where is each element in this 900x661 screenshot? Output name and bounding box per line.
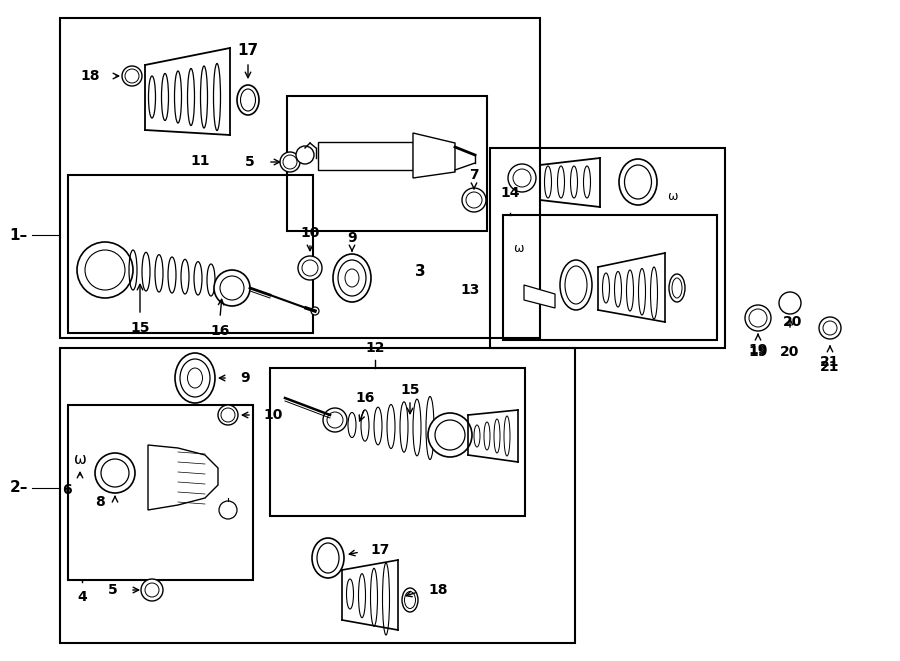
Ellipse shape — [404, 592, 416, 609]
Circle shape — [280, 152, 300, 172]
Text: 12: 12 — [365, 341, 385, 355]
Ellipse shape — [338, 260, 366, 296]
Text: 10: 10 — [263, 408, 283, 422]
Text: 9: 9 — [240, 371, 249, 385]
Circle shape — [779, 292, 801, 314]
Bar — [503, 215, 717, 340]
Circle shape — [327, 412, 343, 428]
Text: 10: 10 — [301, 226, 320, 240]
Circle shape — [302, 260, 318, 276]
Circle shape — [462, 188, 486, 212]
Ellipse shape — [560, 260, 592, 310]
Text: 17: 17 — [370, 543, 390, 557]
Text: 5: 5 — [108, 583, 118, 597]
Text: ω: ω — [667, 190, 677, 202]
Bar — [287, 96, 487, 231]
Ellipse shape — [625, 165, 652, 199]
Ellipse shape — [317, 543, 339, 573]
Ellipse shape — [180, 359, 210, 397]
Circle shape — [141, 579, 163, 601]
Circle shape — [428, 413, 472, 457]
Circle shape — [283, 155, 297, 169]
Ellipse shape — [669, 274, 685, 302]
Bar — [270, 368, 525, 516]
Circle shape — [95, 453, 135, 493]
Text: 13: 13 — [461, 283, 480, 297]
Text: 2–: 2– — [10, 481, 28, 496]
Bar — [490, 148, 725, 348]
Ellipse shape — [187, 368, 202, 388]
Circle shape — [311, 307, 319, 315]
Circle shape — [218, 405, 238, 425]
Circle shape — [220, 276, 244, 300]
Text: 20: 20 — [780, 345, 800, 359]
Text: 3: 3 — [415, 264, 426, 280]
Circle shape — [466, 192, 482, 208]
Ellipse shape — [672, 278, 682, 298]
Text: 18: 18 — [80, 69, 100, 83]
Bar — [318, 142, 413, 170]
Text: 15: 15 — [400, 383, 419, 397]
Circle shape — [125, 69, 139, 83]
Ellipse shape — [619, 159, 657, 205]
Text: 21: 21 — [820, 355, 840, 369]
Ellipse shape — [402, 588, 418, 612]
Text: 4: 4 — [77, 590, 87, 604]
Circle shape — [85, 250, 125, 290]
Text: 21: 21 — [820, 360, 840, 374]
Circle shape — [122, 66, 142, 86]
Bar — [68, 175, 313, 333]
Text: 16: 16 — [211, 324, 230, 338]
Text: 6: 6 — [62, 483, 72, 497]
Ellipse shape — [333, 254, 371, 302]
Text: 15: 15 — [130, 321, 149, 335]
Circle shape — [298, 256, 322, 280]
Circle shape — [145, 583, 159, 597]
Ellipse shape — [565, 266, 587, 304]
Ellipse shape — [240, 89, 256, 111]
Ellipse shape — [345, 269, 359, 287]
Circle shape — [749, 309, 767, 327]
Circle shape — [435, 420, 465, 450]
Circle shape — [508, 164, 536, 192]
Bar — [60, 348, 575, 643]
Bar — [60, 18, 540, 338]
Ellipse shape — [175, 353, 215, 403]
Circle shape — [745, 305, 771, 331]
Polygon shape — [148, 445, 218, 510]
Polygon shape — [524, 285, 555, 308]
Polygon shape — [413, 133, 455, 178]
Circle shape — [513, 169, 531, 187]
Text: ω: ω — [513, 241, 523, 254]
Ellipse shape — [312, 538, 344, 578]
Text: 11: 11 — [190, 154, 210, 168]
Circle shape — [214, 270, 250, 306]
Text: 5: 5 — [245, 155, 255, 169]
Circle shape — [823, 321, 837, 335]
Text: 19: 19 — [748, 345, 768, 359]
Text: 17: 17 — [238, 43, 258, 58]
Text: ω: ω — [74, 453, 86, 467]
Circle shape — [323, 408, 347, 432]
Text: 19: 19 — [748, 343, 768, 357]
Text: 18: 18 — [428, 583, 447, 597]
Ellipse shape — [237, 85, 259, 115]
Circle shape — [296, 146, 314, 164]
Bar — [68, 405, 253, 580]
Text: 1–: 1– — [10, 227, 28, 243]
Circle shape — [219, 501, 237, 519]
Text: 9: 9 — [347, 231, 356, 245]
Circle shape — [77, 242, 133, 298]
Text: 16: 16 — [356, 391, 374, 405]
Text: 7: 7 — [469, 168, 479, 182]
Text: 14: 14 — [500, 186, 519, 200]
Circle shape — [221, 408, 235, 422]
Circle shape — [819, 317, 841, 339]
Circle shape — [101, 459, 129, 487]
Text: 20: 20 — [783, 315, 803, 329]
Text: 8: 8 — [95, 495, 105, 509]
